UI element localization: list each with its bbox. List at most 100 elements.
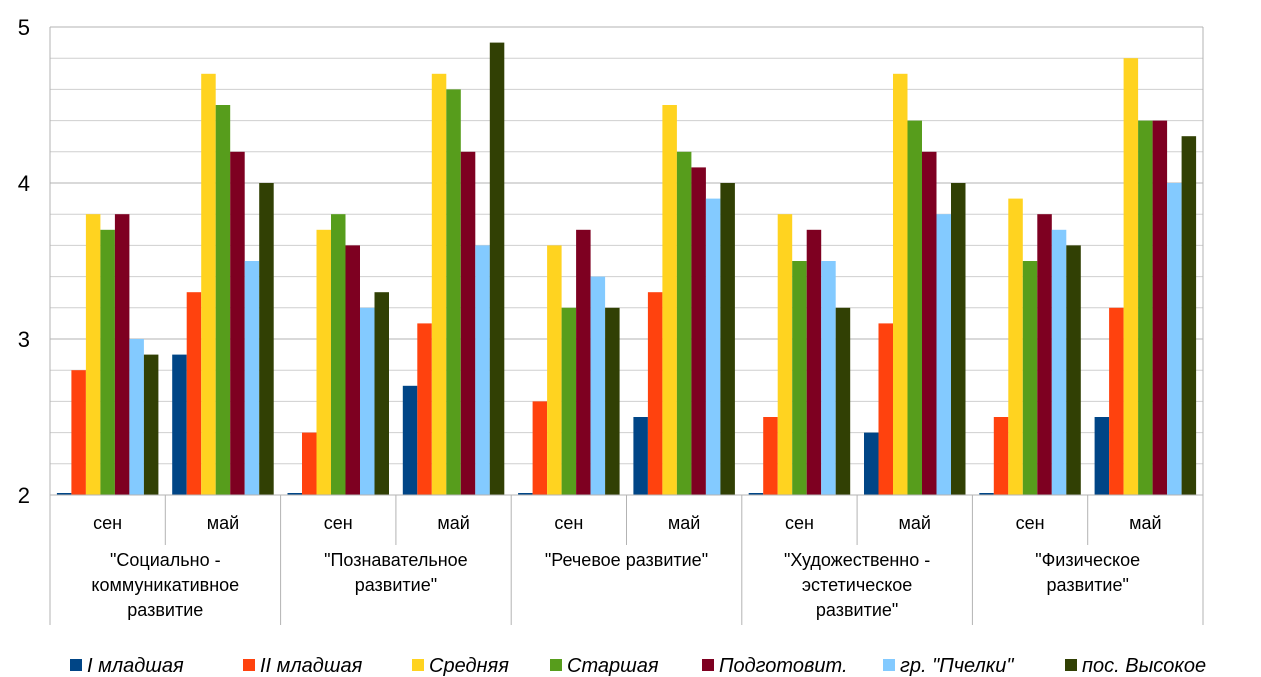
bar-5-3 <box>345 245 360 495</box>
bar-5-5 <box>576 229 591 496</box>
x-sub-label: сен <box>785 513 814 533</box>
bar-1-7 <box>748 493 764 495</box>
bar-3-7 <box>777 214 793 495</box>
bar-3-5 <box>547 245 562 495</box>
bar-5-10 <box>1152 120 1168 495</box>
x-group-label: "Социально - <box>110 550 221 570</box>
bar-3-3 <box>316 229 331 496</box>
y-tick-label: 4 <box>18 171 30 196</box>
legend-label: гр. "Пчелки" <box>900 655 1014 677</box>
bar-3-8 <box>893 73 908 496</box>
legend-swatch <box>1065 659 1077 671</box>
bar-7-9 <box>1066 245 1081 495</box>
x-group-label: эстетическое <box>802 575 912 595</box>
x-group-label: развитие" <box>1047 575 1129 595</box>
bar-3-1 <box>85 214 101 495</box>
x-group-label: развитие" <box>816 600 898 620</box>
bar-3-9 <box>1008 198 1023 495</box>
x-sub-label: сен <box>1016 513 1045 533</box>
x-sub-label: сен <box>554 513 583 533</box>
legend-label: II младшая <box>260 655 363 677</box>
legend-label: I младшая <box>87 655 184 677</box>
bar-1-6 <box>633 417 648 495</box>
bar-7-7 <box>835 307 851 495</box>
legend-swatch <box>883 659 895 671</box>
bar-6-7 <box>821 261 836 495</box>
bar-4-1 <box>100 229 115 496</box>
x-sub-label: май <box>668 513 700 533</box>
bar-7-4 <box>489 42 505 495</box>
legend-swatch <box>412 659 424 671</box>
x-sub-label: май <box>437 513 469 533</box>
bar-6-5 <box>590 276 606 495</box>
bar-7-3 <box>374 292 389 495</box>
y-tick-label: 2 <box>18 483 30 508</box>
bar-4-7 <box>792 261 807 495</box>
bar-1-1 <box>56 493 72 495</box>
legend: I младшая II младшая Средняя Старшая Подгото… <box>70 655 1206 677</box>
x-sub-label: май <box>207 513 239 533</box>
bar-5-6 <box>691 167 706 495</box>
legend-label: Средняя <box>429 655 509 677</box>
bar-2-10 <box>1109 307 1124 495</box>
bar-2-9 <box>993 417 1009 495</box>
bar-1-10 <box>1094 417 1110 495</box>
bar-4-8 <box>907 120 922 495</box>
bar-1-8 <box>864 432 879 495</box>
bar-6-9 <box>1051 229 1067 496</box>
bar-2-6 <box>647 292 663 495</box>
bar-6-1 <box>129 339 144 495</box>
legend-swatch <box>702 659 714 671</box>
legend-label: пос. Высокое <box>1082 655 1206 677</box>
x-group-label: развитие" <box>355 575 437 595</box>
x-sub-label: сен <box>324 513 353 533</box>
bar-7-1 <box>143 354 159 495</box>
bar-1-2 <box>172 354 187 495</box>
bar-3-10 <box>1123 58 1139 495</box>
legend-label: Подготовит. <box>719 655 848 677</box>
x-sub-label: май <box>899 513 931 533</box>
bar-5-2 <box>230 151 245 496</box>
bar-6-2 <box>244 261 260 495</box>
legend-swatch <box>550 659 562 671</box>
bar-2-2 <box>186 292 202 495</box>
bar-5-1 <box>114 214 130 495</box>
bar-4-2 <box>215 105 231 495</box>
x-sub-label: сен <box>93 513 122 533</box>
bar-2-3 <box>302 432 317 495</box>
bar-7-8 <box>951 183 966 495</box>
bar-4-4 <box>446 89 461 496</box>
x-group-label: коммуникативное <box>91 575 239 595</box>
bar-7-6 <box>720 183 735 495</box>
bar-4-3 <box>331 214 346 495</box>
bar-7-2 <box>259 183 274 495</box>
bar-5-4 <box>460 151 476 496</box>
x-group-label: "Физическое <box>1035 550 1140 570</box>
bar-5-8 <box>922 151 937 496</box>
x-group-label: "Художественно - <box>784 550 930 570</box>
bar-2-7 <box>763 417 778 495</box>
x-group-label: "Речевое развитие" <box>545 550 708 570</box>
bar-3-2 <box>201 73 216 496</box>
y-tick-label: 5 <box>18 15 30 40</box>
bar-5-7 <box>806 229 822 496</box>
legend-swatch <box>70 659 82 671</box>
bar-4-6 <box>676 151 692 496</box>
bar-6-6 <box>705 198 721 495</box>
bar-1-5 <box>518 493 533 495</box>
axes <box>49 27 1204 625</box>
bar-6-3 <box>360 307 375 495</box>
bar-4-5 <box>561 307 577 495</box>
bar-5-9 <box>1037 214 1052 495</box>
bar-1-4 <box>402 385 418 495</box>
bar-3-6 <box>662 105 677 495</box>
legend-swatch <box>243 659 255 671</box>
bar-6-8 <box>936 214 951 495</box>
bar-3-4 <box>431 73 447 496</box>
axis-labels: 2 3 4 5 сен май "Социально - коммуникативное раз… <box>18 15 1162 620</box>
bar-6-4 <box>475 245 490 495</box>
x-group-label: "Познавательное <box>324 550 468 570</box>
y-tick-label: 3 <box>18 327 30 352</box>
bar-2-5 <box>532 401 548 495</box>
